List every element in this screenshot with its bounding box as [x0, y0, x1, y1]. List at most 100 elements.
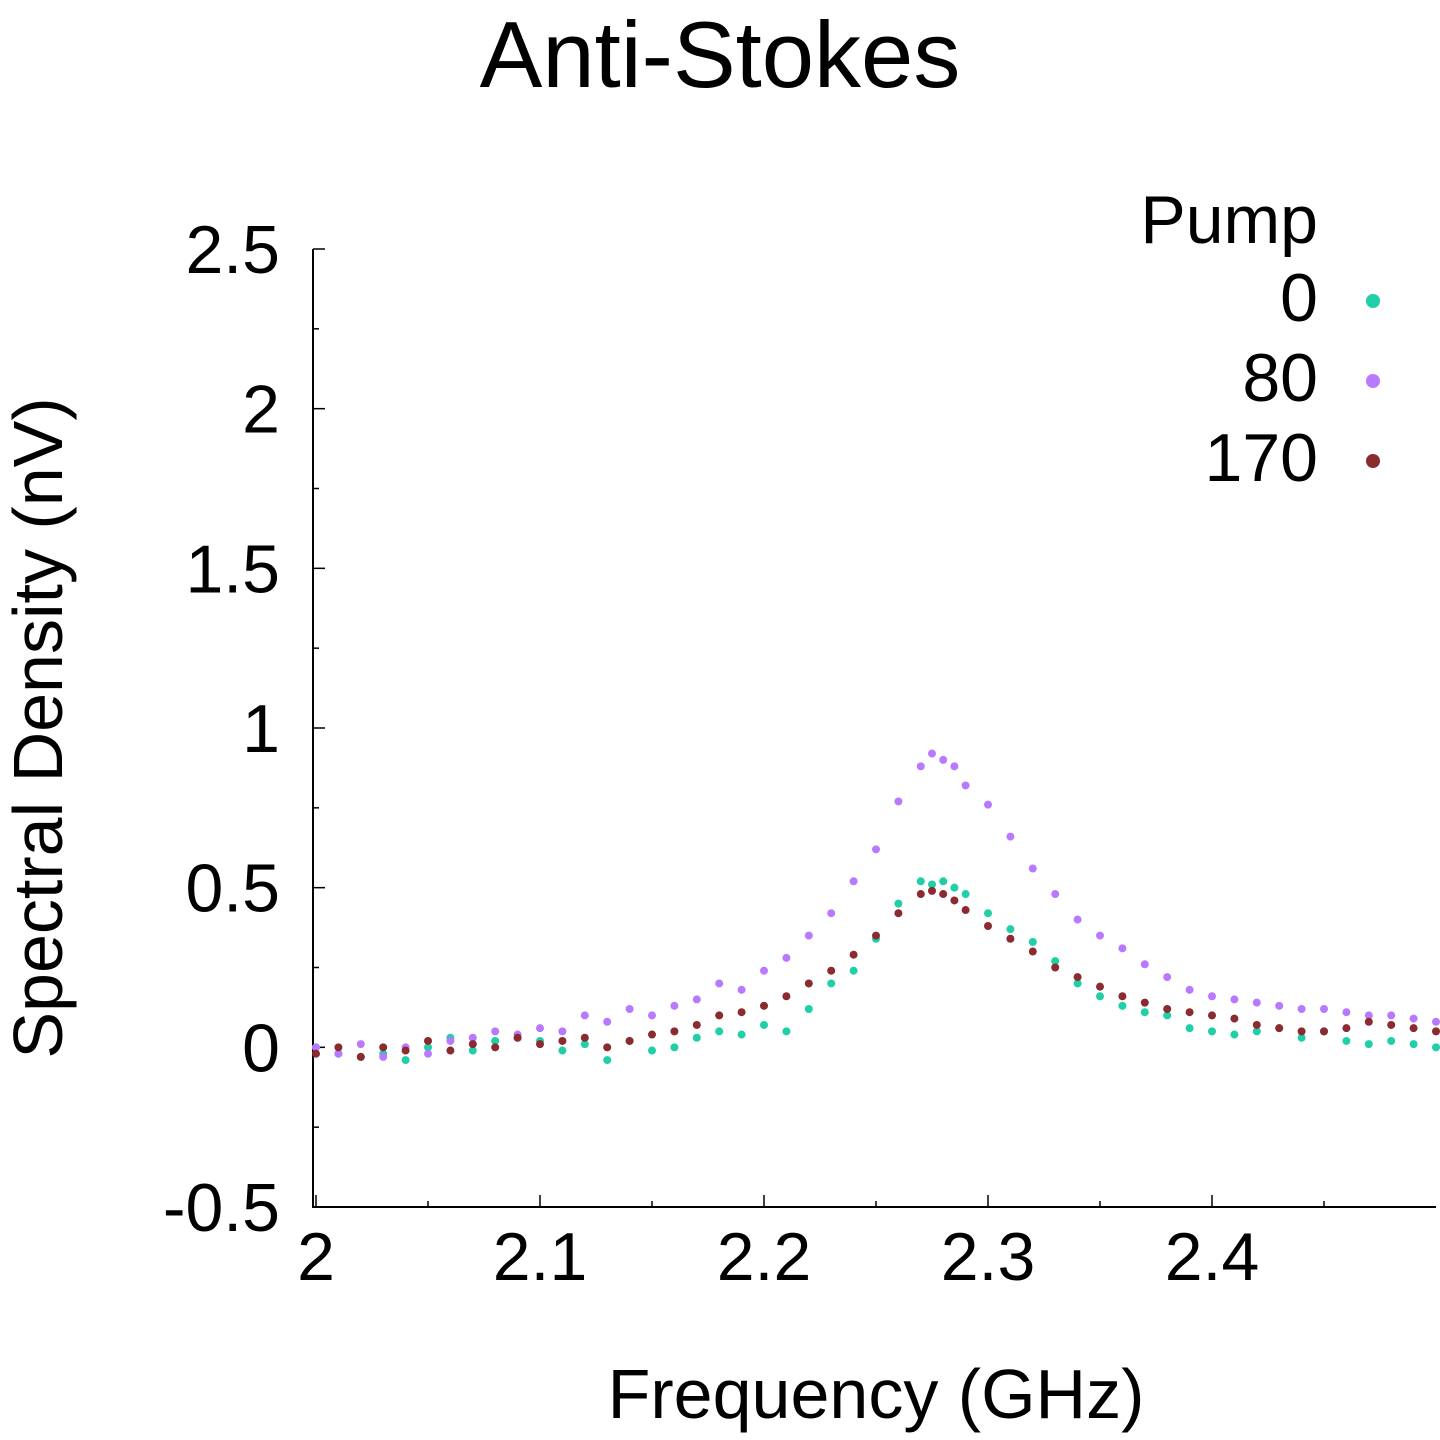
- data-point: [424, 1043, 432, 1052]
- data-point: [782, 992, 791, 1001]
- series-points: [312, 749, 1440, 1065]
- data-point: [872, 845, 880, 854]
- data-point: [1118, 992, 1127, 1001]
- data-point: [1073, 973, 1082, 982]
- y-ticks: -0.5 0 0.5 1 1.5 2 2.5: [163, 212, 325, 1246]
- data-point: [1006, 934, 1015, 943]
- data-point: [670, 1001, 679, 1010]
- data-point: [692, 1033, 701, 1042]
- x-axis-label: Frequency (GHz): [608, 1355, 1145, 1433]
- data-point: [804, 1005, 813, 1014]
- x-tick-label: 2.3: [941, 1219, 1036, 1295]
- data-point: [1320, 1005, 1328, 1014]
- data-point: [1051, 890, 1060, 899]
- data-point: [827, 909, 836, 918]
- data-point: [1364, 1040, 1373, 1049]
- data-point: [1118, 944, 1127, 953]
- data-point: [424, 1036, 432, 1045]
- data-point: [1163, 1005, 1172, 1014]
- y-tick-label: 0: [242, 1010, 280, 1086]
- data-point: [1185, 1008, 1194, 1017]
- legend-marker: [1366, 374, 1380, 388]
- data-point: [1096, 992, 1104, 1001]
- data-point: [1028, 937, 1037, 946]
- data-point: [648, 1011, 656, 1020]
- data-point: [1163, 973, 1172, 982]
- data-point: [737, 1008, 746, 1017]
- y-tick-label: 1.5: [185, 531, 280, 607]
- y-tick-label: -0.5: [163, 1170, 280, 1246]
- data-point: [1432, 1017, 1440, 1026]
- data-point: [760, 966, 768, 975]
- data-point: [804, 979, 813, 988]
- x-tick-label: 2.4: [1165, 1219, 1260, 1295]
- data-point: [1140, 998, 1149, 1007]
- data-point: [692, 1020, 701, 1029]
- data-point: [928, 886, 936, 895]
- x-ticks: 2 2.1 2.2 2.3 2.4: [297, 1195, 1325, 1295]
- data-point: [737, 985, 746, 994]
- legend-marker: [1366, 294, 1380, 308]
- data-point: [715, 979, 724, 988]
- data-point: [928, 880, 936, 889]
- data-point: [468, 1046, 477, 1055]
- legend-marker: [1366, 454, 1380, 468]
- data-point: [1432, 1043, 1440, 1052]
- data-point: [950, 883, 959, 892]
- data-point: [625, 1036, 634, 1045]
- data-point: [1140, 1008, 1149, 1017]
- data-point: [1342, 1008, 1351, 1017]
- data-point: [894, 797, 903, 806]
- data-point: [827, 966, 836, 975]
- data-point: [1185, 985, 1194, 994]
- data-point: [1230, 1030, 1239, 1039]
- data-point: [648, 1046, 656, 1055]
- data-point: [849, 966, 858, 975]
- data-point: [580, 1011, 589, 1020]
- data-point: [928, 749, 936, 758]
- data-point: [1409, 1040, 1418, 1049]
- data-point: [1342, 1024, 1351, 1033]
- data-point: [782, 953, 791, 962]
- data-point: [491, 1027, 500, 1036]
- series-170: [312, 886, 1440, 1061]
- data-point: [961, 906, 970, 915]
- data-point: [536, 1040, 544, 1049]
- data-point: [580, 1040, 589, 1049]
- data-point: [1364, 1017, 1373, 1026]
- data-point: [1163, 1011, 1172, 1020]
- data-point: [312, 1049, 320, 1058]
- data-point: [1387, 1011, 1396, 1020]
- data-point: [984, 921, 992, 930]
- data-point: [1432, 1027, 1440, 1036]
- data-point: [894, 909, 903, 918]
- data-point: [849, 950, 858, 959]
- data-point: [1275, 1001, 1284, 1010]
- data-point: [379, 1043, 388, 1052]
- data-point: [760, 1001, 768, 1010]
- data-point: [312, 1043, 320, 1052]
- data-point: [782, 1027, 791, 1036]
- data-point: [939, 877, 948, 886]
- data-point: [625, 1005, 634, 1014]
- data-point: [1073, 915, 1082, 924]
- series-80: [312, 749, 1440, 1061]
- data-point: [401, 1056, 410, 1065]
- data-point: [1409, 1024, 1418, 1033]
- data-point: [737, 1030, 746, 1039]
- data-point: [1252, 1020, 1261, 1029]
- data-point: [1051, 957, 1060, 966]
- data-point: [1096, 931, 1104, 940]
- data-point: [1028, 947, 1037, 956]
- data-point: [1185, 1024, 1194, 1033]
- data-point: [1387, 1036, 1396, 1045]
- data-point: [491, 1036, 500, 1045]
- data-point: [894, 899, 903, 908]
- data-point: [1208, 1011, 1216, 1020]
- data-point: [670, 1043, 679, 1052]
- data-point: [1364, 1011, 1373, 1020]
- data-point: [603, 1056, 612, 1065]
- data-point: [1409, 1014, 1418, 1023]
- y-axis-label: Spectral Density (nV): [0, 397, 77, 1058]
